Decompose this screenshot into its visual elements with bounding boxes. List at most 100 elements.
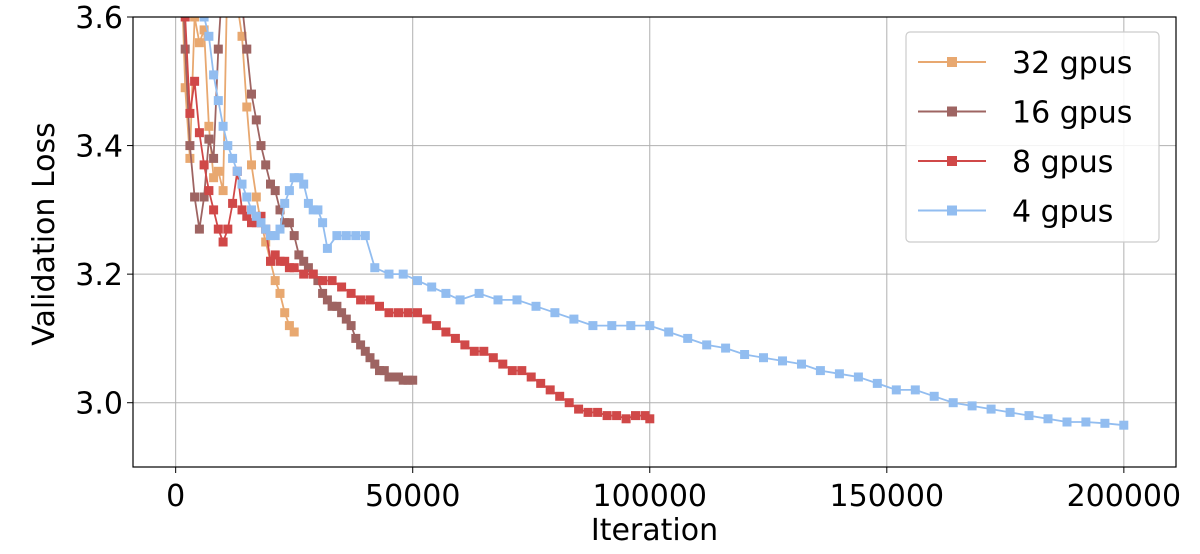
data-point xyxy=(384,269,394,279)
data-point xyxy=(332,301,342,311)
data-point xyxy=(318,218,328,228)
data-point xyxy=(346,321,356,331)
data-point xyxy=(797,359,806,369)
data-point xyxy=(631,411,640,421)
data-point xyxy=(394,372,403,382)
data-point xyxy=(356,295,366,305)
data-point xyxy=(602,411,612,421)
data-point xyxy=(284,321,294,331)
data-point xyxy=(185,108,195,118)
data-point xyxy=(242,44,252,54)
data-point xyxy=(517,366,527,376)
data-point xyxy=(322,243,332,253)
data-point xyxy=(218,186,228,196)
data-point xyxy=(413,308,422,318)
data-point xyxy=(213,96,223,106)
series-8-gpus xyxy=(180,17,655,424)
data-point xyxy=(270,231,280,241)
data-point xyxy=(1005,407,1015,417)
x-tick-label: 0 xyxy=(166,479,185,514)
data-point xyxy=(569,314,579,324)
data-point xyxy=(313,276,323,286)
data-point xyxy=(218,237,228,247)
legend-item: 8 gpus xyxy=(918,145,1113,180)
data-point xyxy=(413,276,422,286)
data-point xyxy=(455,295,465,305)
data-point xyxy=(237,205,247,215)
data-point xyxy=(308,205,318,215)
data-point xyxy=(299,179,309,189)
data-point xyxy=(384,372,394,382)
data-point xyxy=(213,224,223,234)
data-point xyxy=(394,308,403,318)
legend-marker xyxy=(947,57,957,67)
data-point xyxy=(242,211,252,221)
x-tick-label: 100000 xyxy=(592,479,707,514)
data-point xyxy=(180,83,190,93)
data-point xyxy=(303,263,313,273)
data-point xyxy=(209,153,219,163)
data-point xyxy=(294,250,304,260)
data-point xyxy=(194,38,204,48)
data-point xyxy=(583,407,593,417)
data-point xyxy=(365,295,375,305)
data-point xyxy=(337,308,347,318)
data-point xyxy=(190,17,200,22)
data-point xyxy=(199,17,209,22)
data-point xyxy=(422,314,432,324)
ticks: 0 50000 100000 150000 200000 3.0 3.2 3.4 3.6 xyxy=(75,1,1181,514)
data-point xyxy=(185,153,195,163)
data-point xyxy=(270,250,280,260)
series-4-gpus xyxy=(199,17,1129,430)
data-point xyxy=(645,414,655,424)
data-point xyxy=(266,256,275,266)
data-point xyxy=(223,141,233,151)
data-point xyxy=(493,295,503,305)
data-point xyxy=(294,173,304,183)
data-point xyxy=(337,282,347,292)
data-point xyxy=(375,301,384,311)
data-point xyxy=(303,198,313,208)
data-point xyxy=(555,391,565,401)
data-point xyxy=(474,288,484,298)
data-point xyxy=(327,276,337,286)
data-point xyxy=(318,288,328,298)
data-point xyxy=(721,343,731,353)
data-point xyxy=(284,218,294,228)
data-point xyxy=(308,269,318,279)
data-point xyxy=(910,385,920,395)
data-point xyxy=(232,166,242,176)
data-point xyxy=(289,231,299,241)
data-point xyxy=(289,327,299,337)
data-point xyxy=(408,375,418,385)
data-point xyxy=(275,205,285,215)
data-point xyxy=(507,366,517,376)
data-point xyxy=(341,231,351,241)
legend-label: 16 gpus xyxy=(1012,96,1132,131)
data-point xyxy=(986,404,996,414)
data-point xyxy=(299,256,309,266)
data-point xyxy=(872,378,882,388)
series-line xyxy=(182,17,413,382)
data-point xyxy=(640,411,650,421)
data-point xyxy=(247,218,256,228)
series-16-gpus xyxy=(180,0,418,385)
data-point xyxy=(365,353,375,363)
legend-item: 4 gpus xyxy=(918,195,1113,230)
data-point xyxy=(318,276,328,286)
data-point xyxy=(228,198,238,208)
legend-marker xyxy=(947,205,957,216)
data-point xyxy=(275,288,285,298)
data-point xyxy=(545,385,555,395)
data-point xyxy=(488,353,498,363)
data-point xyxy=(199,192,209,202)
series-32-gpus xyxy=(180,17,299,337)
data-point xyxy=(593,407,603,417)
data-point xyxy=(238,0,247,9)
data-point xyxy=(332,231,342,241)
data-point xyxy=(834,369,844,379)
data-point xyxy=(266,179,275,189)
data-point xyxy=(261,160,271,170)
data-point xyxy=(327,301,337,311)
